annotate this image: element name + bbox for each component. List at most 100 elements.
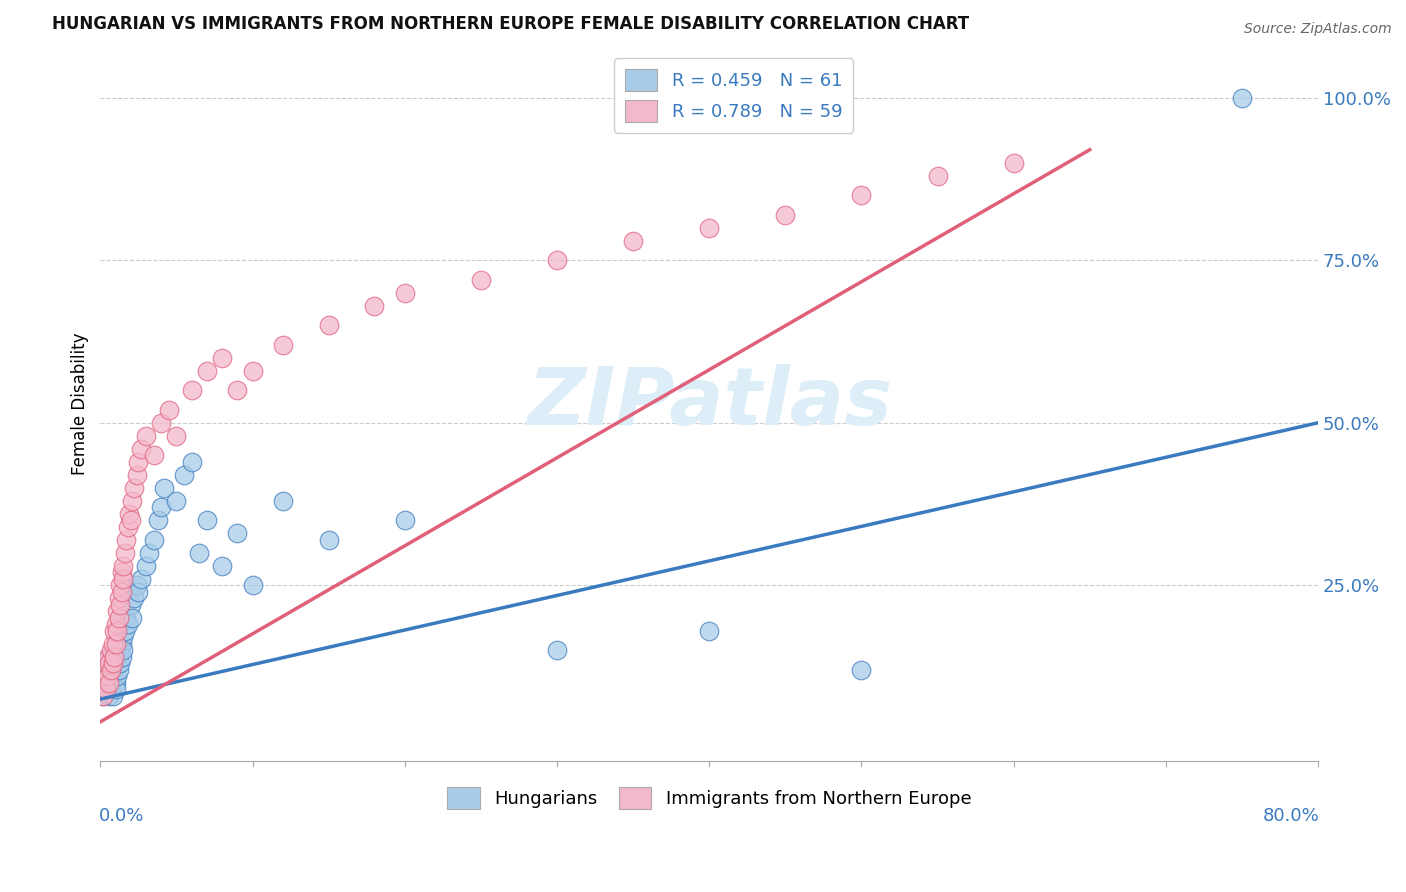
Point <box>97 675 120 690</box>
Point <box>111 584 134 599</box>
Point <box>211 558 233 573</box>
Point <box>105 604 128 618</box>
Point <box>96 657 118 671</box>
Point <box>100 663 122 677</box>
Point <box>851 188 873 202</box>
Point <box>112 643 135 657</box>
Point <box>180 455 202 469</box>
Point <box>114 546 136 560</box>
Point <box>114 624 136 638</box>
Point <box>111 566 134 580</box>
Point <box>101 657 124 671</box>
Text: 80.0%: 80.0% <box>1263 807 1319 825</box>
Point <box>98 689 121 703</box>
Point <box>621 234 644 248</box>
Point <box>135 558 157 573</box>
Point <box>93 689 115 703</box>
Point <box>157 402 180 417</box>
Point <box>103 643 125 657</box>
Point <box>166 429 188 443</box>
Point <box>142 448 165 462</box>
Point <box>121 493 143 508</box>
Point <box>94 663 117 677</box>
Point <box>125 578 148 592</box>
Point <box>195 513 218 527</box>
Point <box>271 337 294 351</box>
Point <box>697 220 720 235</box>
Point <box>98 669 121 683</box>
Point <box>211 351 233 365</box>
Point <box>105 657 128 671</box>
Point <box>1002 155 1025 169</box>
Point <box>697 624 720 638</box>
Point <box>470 273 492 287</box>
Point <box>104 637 127 651</box>
Point <box>271 493 294 508</box>
Point <box>94 675 117 690</box>
Point <box>131 572 153 586</box>
Point <box>103 624 125 638</box>
Point <box>100 663 122 677</box>
Point <box>94 675 117 690</box>
Point <box>131 442 153 456</box>
Point <box>101 637 124 651</box>
Point <box>775 208 797 222</box>
Text: Source: ZipAtlas.com: Source: ZipAtlas.com <box>1244 22 1392 37</box>
Point <box>851 663 873 677</box>
Point <box>125 467 148 482</box>
Point <box>115 533 138 547</box>
Point <box>100 675 122 690</box>
Point <box>135 429 157 443</box>
Point <box>105 624 128 638</box>
Point <box>97 649 120 664</box>
Point <box>117 520 139 534</box>
Point <box>318 533 340 547</box>
Point <box>107 611 129 625</box>
Point <box>226 383 249 397</box>
Point <box>242 364 264 378</box>
Point <box>96 682 118 697</box>
Point <box>101 689 124 703</box>
Point <box>112 572 135 586</box>
Point <box>127 584 149 599</box>
Text: HUNGARIAN VS IMMIGRANTS FROM NORTHERN EUROPE FEMALE DISABILITY CORRELATION CHART: HUNGARIAN VS IMMIGRANTS FROM NORTHERN EU… <box>52 15 969 33</box>
Point <box>105 669 128 683</box>
Point <box>100 682 122 697</box>
Point <box>118 507 141 521</box>
Point <box>150 500 173 515</box>
Point <box>100 643 122 657</box>
Point <box>127 455 149 469</box>
Point <box>97 657 120 671</box>
Point <box>104 682 127 697</box>
Point <box>173 467 195 482</box>
Point <box>138 546 160 560</box>
Text: 0.0%: 0.0% <box>100 807 145 825</box>
Point <box>318 318 340 333</box>
Point <box>98 657 121 671</box>
Point <box>108 598 131 612</box>
Point <box>363 299 385 313</box>
Point <box>546 643 568 657</box>
Point <box>96 682 118 697</box>
Point <box>96 669 118 683</box>
Text: ZIPatlas: ZIPatlas <box>527 364 891 442</box>
Point <box>188 546 211 560</box>
Point <box>927 169 949 183</box>
Point <box>226 526 249 541</box>
Point <box>98 675 121 690</box>
Point <box>108 657 131 671</box>
Point <box>107 649 129 664</box>
Legend: Hungarians, Immigrants from Northern Europe: Hungarians, Immigrants from Northern Eur… <box>440 780 979 816</box>
Point <box>153 481 176 495</box>
Point <box>394 285 416 300</box>
Point <box>195 364 218 378</box>
Point <box>111 649 134 664</box>
Point <box>1230 91 1253 105</box>
Point <box>148 513 170 527</box>
Point <box>120 513 142 527</box>
Point <box>93 689 115 703</box>
Point <box>98 649 121 664</box>
Point <box>117 617 139 632</box>
Point <box>101 669 124 683</box>
Point <box>394 513 416 527</box>
